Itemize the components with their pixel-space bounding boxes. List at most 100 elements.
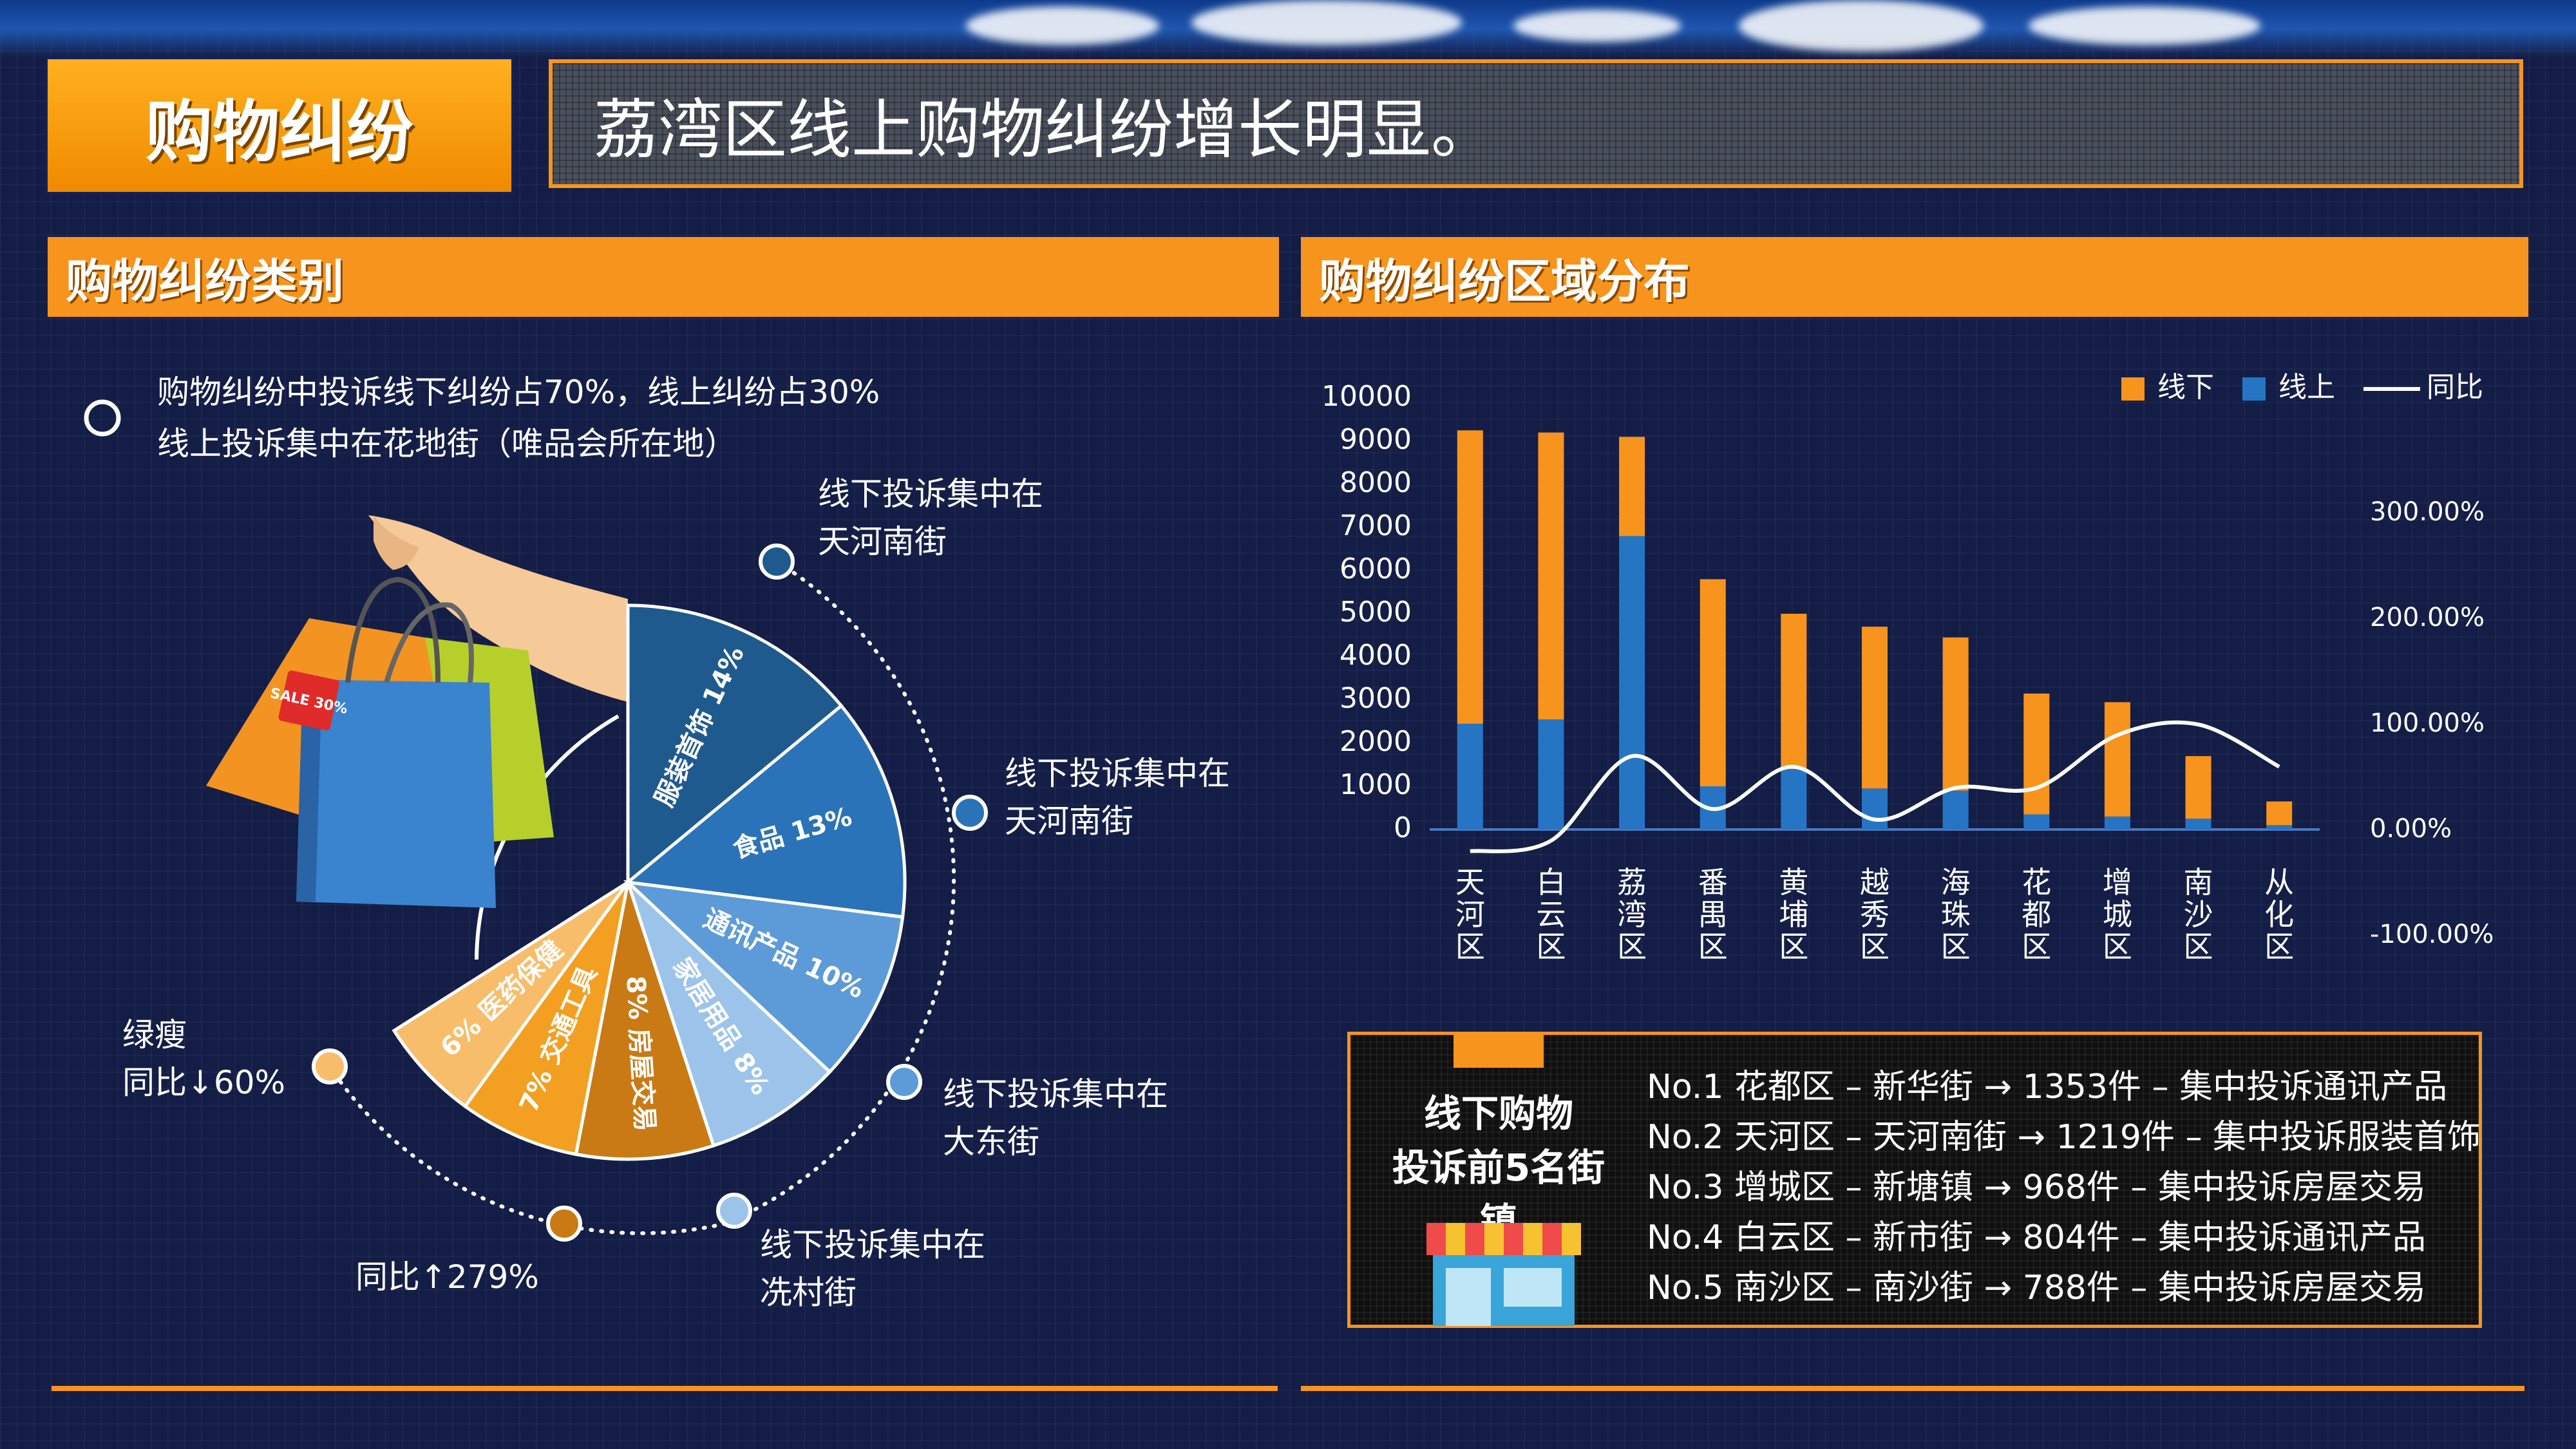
x-tick-label: 区 <box>1617 929 1647 964</box>
section-badge: 购物纠纷 <box>48 59 511 192</box>
y-left-tick-label: 4000 <box>1340 639 1412 672</box>
x-tick-label: 区 <box>1455 929 1485 964</box>
y-right-tick-label: 0.00% <box>2370 814 2452 844</box>
bar-online <box>1862 788 1888 829</box>
bar-online <box>1457 723 1483 829</box>
bar-online <box>1942 790 1969 829</box>
cloud <box>966 6 1159 45</box>
x-tick-label: 黄 <box>1779 865 1808 900</box>
y-left-tick-label: 3000 <box>1340 682 1412 715</box>
legend-swatch <box>2242 377 2266 401</box>
callout-1-line1: 线下投诉集中在 <box>818 475 1043 513</box>
callout-dot <box>312 1048 348 1084</box>
bar-offline <box>1862 627 1888 789</box>
pie-slice <box>626 881 832 1148</box>
callout-6-line1: 绿瘦 <box>122 1016 187 1054</box>
region-distribution-chart: 0 1000 2000 3000 4000 5000 6000 7000 8000 9000 100… <box>1321 371 2494 964</box>
callout-dot <box>759 544 795 580</box>
bar-offline <box>1700 579 1726 786</box>
bag-handle <box>345 576 440 683</box>
arm <box>368 515 628 702</box>
y-left-tick-label: 2000 <box>1340 725 1412 758</box>
bar-offline <box>2185 756 2211 819</box>
callout-dot <box>886 1064 922 1100</box>
legend-label: 同比 <box>2427 371 2483 404</box>
x-tick-label: 区 <box>1536 929 1566 964</box>
rank-item-5: No.5 南沙区 – 南沙街 → 788件 – 集中投诉房屋交易 <box>1647 1269 2426 1307</box>
top5-title-line1: 线下购物 <box>1423 1092 1573 1135</box>
blue-bag-shade <box>296 679 322 902</box>
bar-offline <box>1538 432 1564 720</box>
x-tick-label: 区 <box>1779 929 1808 964</box>
x-tick-label: 海 <box>1941 865 1971 900</box>
callout-2-line2: 天河南街 <box>1005 802 1133 840</box>
top5-tab <box>1454 1032 1544 1068</box>
bar-offline <box>1942 637 1969 791</box>
right-panel-title: 购物纠纷区域分布 <box>1319 254 1690 308</box>
legend-label: 线下 <box>2157 371 2214 404</box>
pie-slice <box>462 881 630 1157</box>
callout-dot <box>952 795 988 831</box>
x-tick-label: 珠 <box>1941 897 1971 932</box>
left-footer-line <box>52 1386 1278 1391</box>
y-left-tick-label: 1000 <box>1340 768 1412 801</box>
y-left-tick-label: 6000 <box>1340 553 1412 585</box>
callout-4-line2: 冼村街 <box>760 1274 857 1311</box>
x-tick-label: 越 <box>1860 865 1889 900</box>
y-right-tick-label: -100.00% <box>2370 920 2494 949</box>
left-panel-header: 购物纠纷类别 <box>48 237 1279 317</box>
cloud <box>1513 10 1681 42</box>
x-tick-label: 云 <box>1536 897 1566 932</box>
bar-online <box>2185 819 2211 829</box>
callout-6-line2: 同比↓60% <box>122 1064 286 1101</box>
cloud <box>2029 6 2260 45</box>
x-tick-label: 荔 <box>1617 865 1647 900</box>
callout-2-line1: 线下投诉集中在 <box>1005 755 1230 792</box>
summary-line-1: 购物纠纷中投诉线下纠纷占70%，线上纠纷占30% <box>157 374 880 411</box>
cloud <box>1191 0 1462 45</box>
x-tick-label: 区 <box>2184 929 2213 964</box>
hand <box>374 515 419 570</box>
dotted-arc-lower <box>328 1065 727 1235</box>
callout-1-line2: 天河南街 <box>818 523 947 560</box>
y-right-tick-label: 200.00% <box>2370 603 2485 632</box>
badge-label: 购物纠纷 <box>145 92 413 171</box>
bar-offline <box>1781 614 1807 770</box>
x-tick-label: 禺 <box>1698 897 1728 932</box>
bar-offline <box>2266 801 2293 826</box>
x-tick-label: 河 <box>1455 897 1485 932</box>
x-tick-label: 南 <box>2184 865 2213 900</box>
right-panel-header: 购物纠纷区域分布 <box>1301 237 2528 317</box>
bar-offline <box>1457 430 1483 724</box>
y-left-tick-label: 7000 <box>1340 509 1412 542</box>
sale-tag: SALE 30% <box>269 670 349 731</box>
y-left-tick-label: 9000 <box>1340 423 1412 456</box>
bag-handle-2 <box>384 602 474 684</box>
left-panel-title: 购物纠纷类别 <box>66 254 345 308</box>
x-tick-label: 花 <box>2022 865 2051 900</box>
legend-swatch <box>2121 377 2145 401</box>
bullet-circle-icon <box>84 399 121 437</box>
bar-offline <box>2104 702 2130 817</box>
bar-offline <box>1619 437 1645 536</box>
x-tick-label: 都 <box>2022 897 2051 932</box>
pie-slice <box>623 703 907 919</box>
x-tick-label: 城 <box>2103 897 2132 932</box>
cloud <box>1739 0 1984 52</box>
bar-online <box>1538 719 1564 829</box>
rank-item-3: No.3 增城区 – 新塘镇 → 968件 – 集中投诉房屋交易 <box>1647 1168 2426 1207</box>
bar-online <box>1619 536 1645 829</box>
x-tick-label: 白 <box>1536 865 1566 900</box>
callout-4-line1: 线下投诉集中在 <box>760 1226 985 1264</box>
blue-bag <box>296 679 496 908</box>
x-tick-label: 湾 <box>1617 897 1647 932</box>
x-tick-label: 从 <box>2264 865 2294 900</box>
rank-item-1: No.1 花都区 – 新华街 → 1353件 – 集中投诉通讯产品 <box>1647 1068 2448 1106</box>
right-footer-line <box>1301 1386 2524 1391</box>
x-tick-label: 秀 <box>1860 897 1889 932</box>
callout-dot <box>546 1206 582 1242</box>
summary-line-2: 线上投诉集中在花地街（唯品会所在地） <box>157 425 737 462</box>
bar-online <box>2023 814 2050 829</box>
